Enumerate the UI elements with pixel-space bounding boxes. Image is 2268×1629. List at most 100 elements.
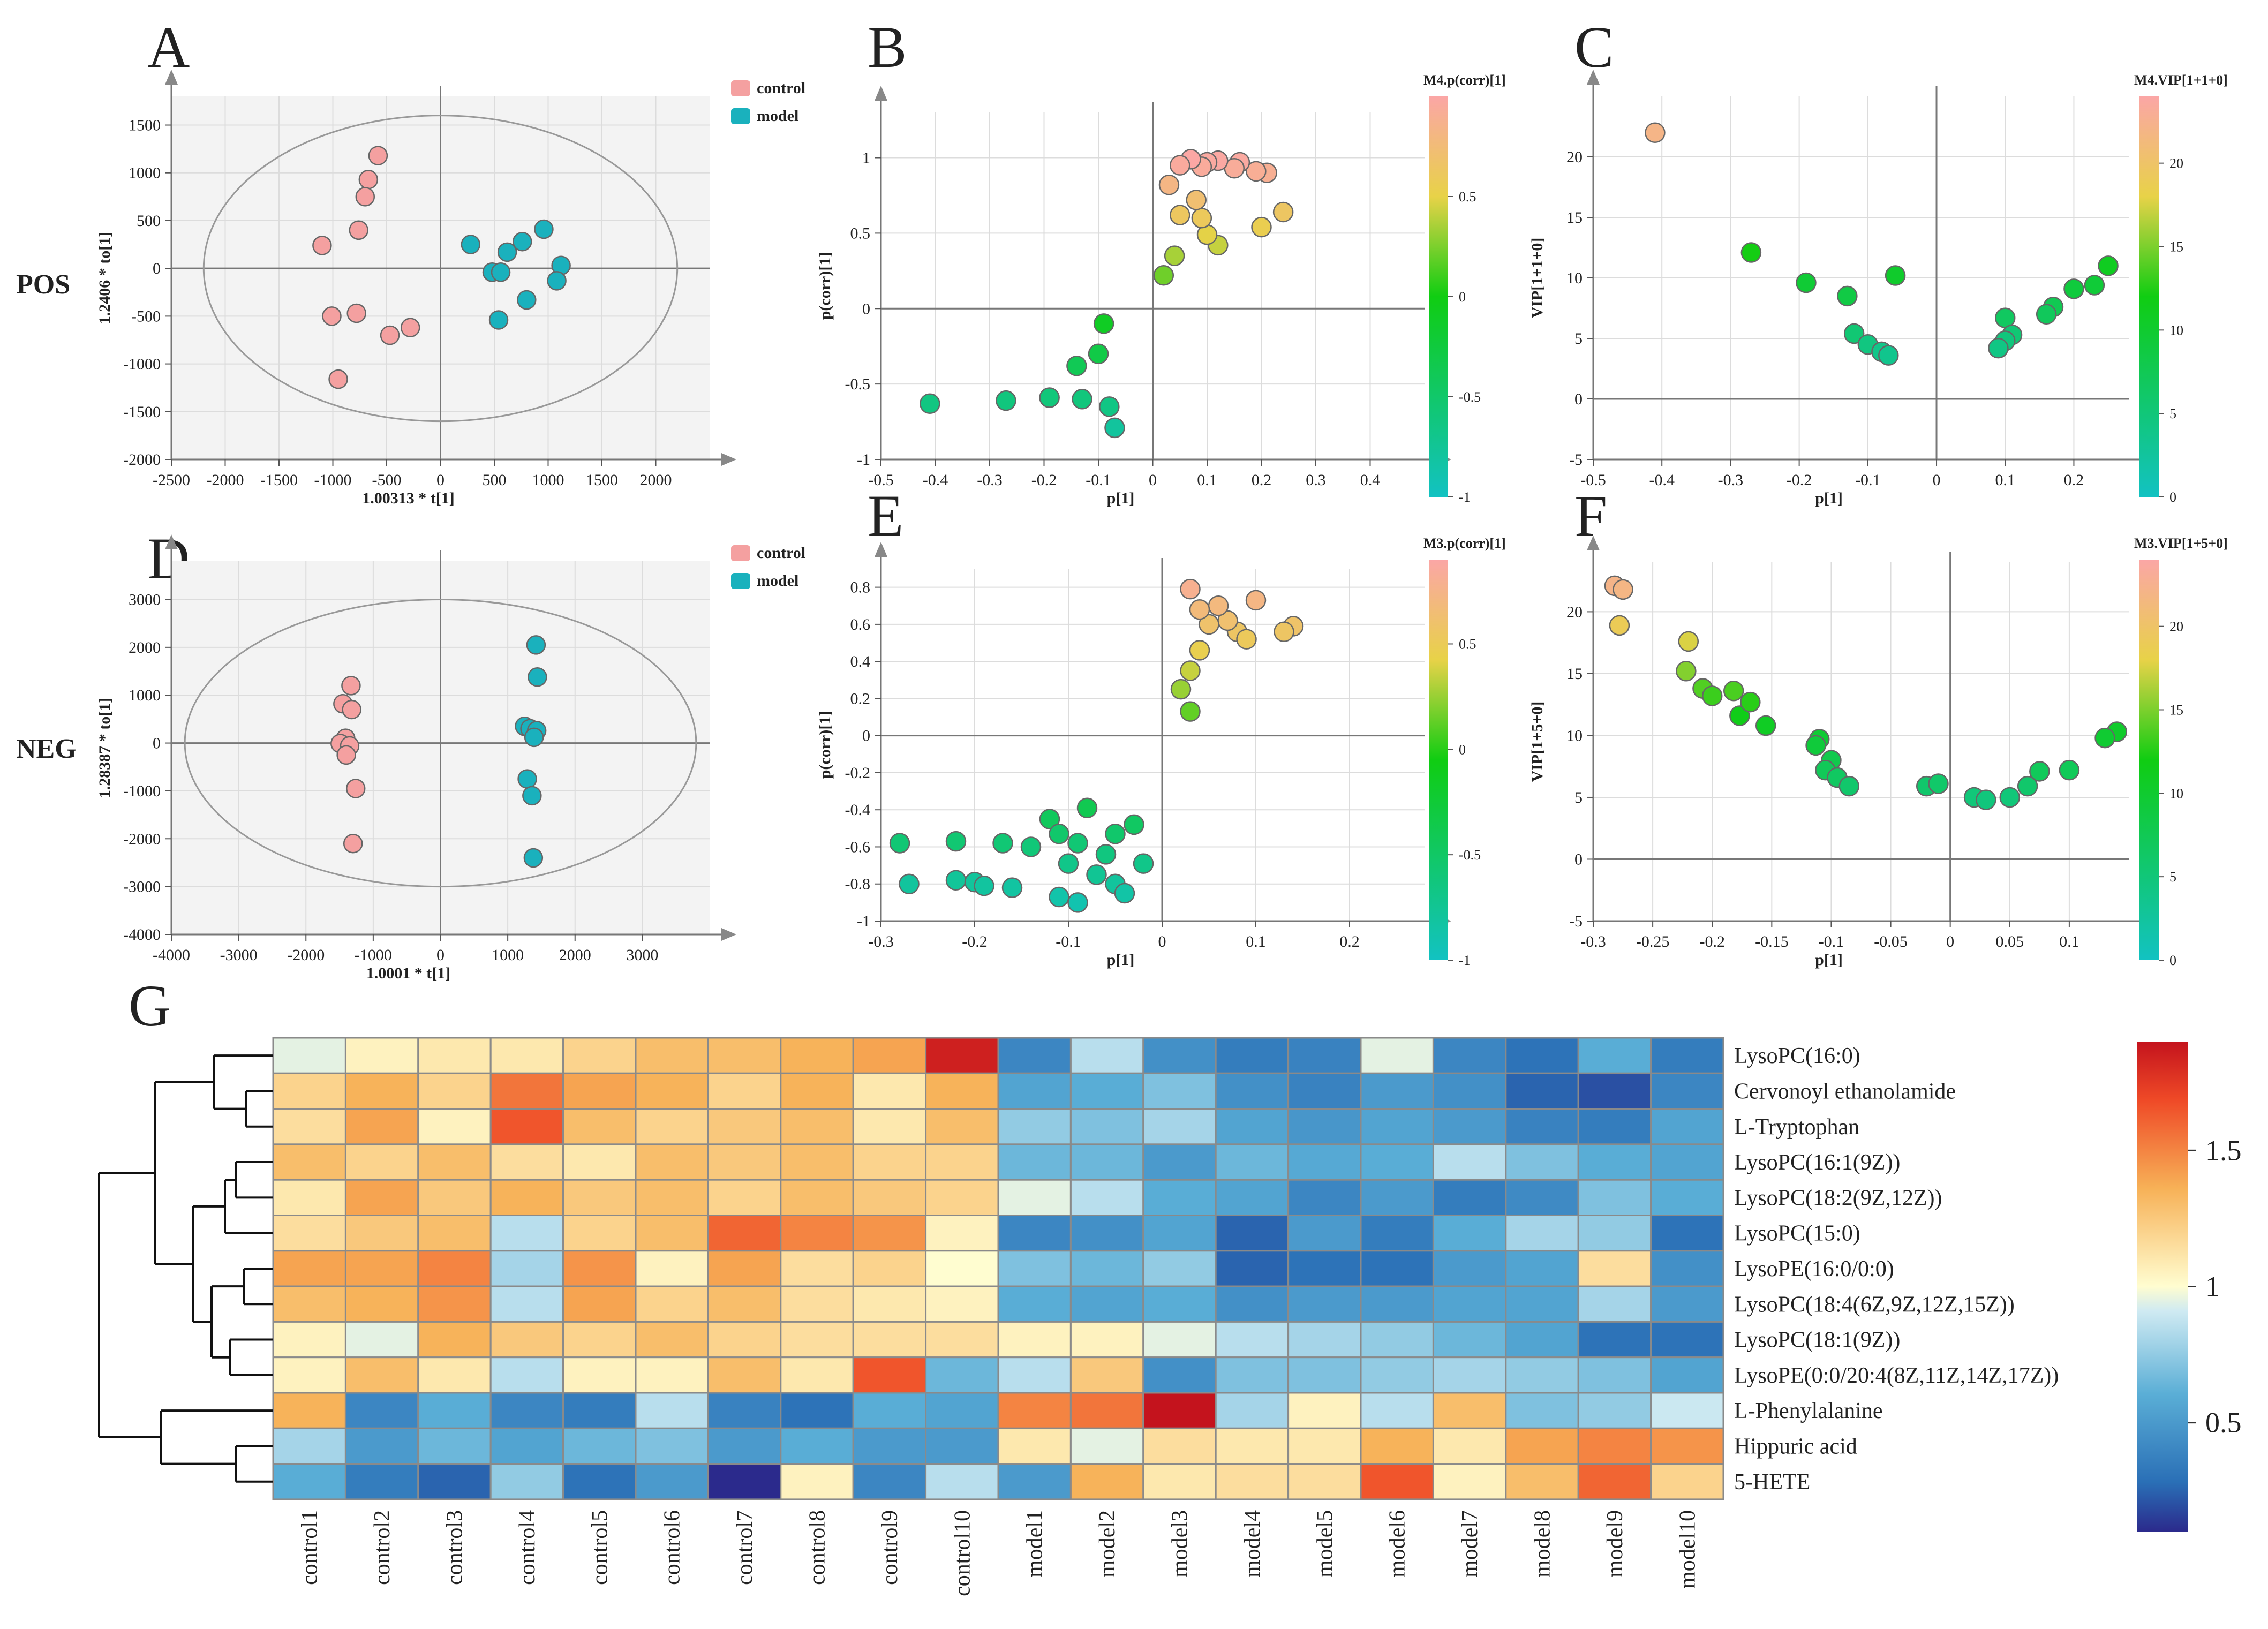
x-tick-label: 0: [436, 946, 444, 964]
variable-point: [1180, 660, 1201, 681]
heatmap-cell: [1142, 1037, 1217, 1074]
heatmap-cell: [417, 1215, 492, 1252]
y-axis-label: VIP[1+5+0]: [1528, 702, 1546, 782]
colorbar-title: M4.p(corr)[1]: [1423, 72, 1506, 88]
heatmap-cell: [1432, 1143, 1507, 1181]
heatmap-cell: [344, 1321, 419, 1359]
x-tick-label: -0.5: [1580, 471, 1606, 489]
heatmap-cell: [997, 1392, 1072, 1429]
variable-point: [1158, 174, 1180, 195]
heatmap-column-label: control6: [660, 1510, 685, 1585]
heatmap-cell: [635, 1179, 709, 1216]
heatmap-colorbar-label: 1: [2205, 1271, 2220, 1303]
heatmap-cell: [1650, 1250, 1724, 1287]
heatmap-cell: [562, 1072, 637, 1110]
score-point-model: [524, 727, 544, 748]
heatmap-cell: [344, 1037, 419, 1074]
colorbar-tick-label: 10: [2169, 786, 2183, 801]
y-tick-label: 0: [1574, 850, 1583, 868]
x-tick-label: -0.3: [977, 471, 1003, 489]
panel-letter-b: B: [868, 14, 907, 80]
x-tick-label: 0.05: [1996, 933, 2024, 951]
x-axis-arrow: [721, 453, 736, 466]
heatmap-cell: [1577, 1143, 1652, 1181]
heatmap-cell: [1287, 1463, 1362, 1500]
heatmap-cell: [1650, 1356, 1724, 1394]
heatmap-cell: [1215, 1427, 1290, 1465]
variable-point: [1164, 245, 1185, 266]
variable-point: [1067, 892, 1088, 913]
heatmap-column-label: control7: [733, 1510, 757, 1585]
variable-point: [1729, 705, 1750, 726]
variable-point: [899, 873, 920, 894]
x-tick-label: -0.3: [868, 933, 894, 951]
y-tick-label: 2000: [129, 639, 161, 657]
x-tick-label: -0.5: [868, 471, 894, 489]
heatmap-cell: [925, 1250, 999, 1287]
y-tick-label: -4000: [123, 926, 161, 944]
heatmap-row-label: LysoPC(18:2(9Z,12Z)): [1734, 1186, 1942, 1210]
heatmap-cell: [1360, 1463, 1434, 1500]
heatmap-cell: [1432, 1215, 1507, 1252]
heatmap-cell: [562, 1250, 637, 1287]
variable-point: [1088, 343, 1109, 365]
heatmap-column-label: control10: [950, 1510, 975, 1596]
x-tick-label: -0.1: [1056, 933, 1081, 951]
colorbar-tick-label: 0: [1459, 289, 1466, 305]
heatmap-cell: [1287, 1427, 1362, 1465]
heatmap-cell: [925, 1108, 999, 1145]
variable-point: [1740, 242, 1762, 263]
heatmap-cell: [272, 1392, 346, 1429]
heatmap-cell: [1069, 1285, 1144, 1323]
legend-swatch-control: [731, 545, 750, 561]
heatmap-column-label: model10: [1675, 1510, 1700, 1589]
heatmap-colorbar-label: 1.5: [2205, 1134, 2242, 1166]
heatmap-row-label: L-Phenylalanine: [1734, 1399, 1883, 1423]
heatmap-cell: [272, 1427, 346, 1465]
heatmap-cell: [562, 1179, 637, 1216]
y-tick-label: 10: [1566, 269, 1583, 287]
heatmap-cell: [997, 1250, 1072, 1287]
heatmap-cell: [997, 1463, 1072, 1500]
x-tick-label: -2000: [287, 946, 325, 964]
heatmap-cell: [1577, 1179, 1652, 1216]
variable-point: [1124, 814, 1144, 835]
x-axis-label: p[1]: [1815, 951, 1843, 969]
variable-point: [1189, 599, 1210, 620]
y-tick-label: 1: [862, 149, 870, 167]
heatmap-cell: [489, 1356, 564, 1394]
heatmap-cell: [1360, 1072, 1434, 1110]
y-tick-label: -1000: [123, 782, 161, 800]
heatmap-cell: [1505, 1285, 1579, 1323]
heatmap-cell: [1069, 1143, 1144, 1181]
variable-point: [1191, 207, 1212, 229]
heatmap-cell: [417, 1179, 492, 1216]
s-plot-pos: -0.5 -0.4 -0.3 -0.2 -0.1 0 0.1 0.2 0.3 0.4 -1 -0.5 0…: [816, 72, 1506, 507]
colorbar-tick-label: 15: [2169, 239, 2183, 255]
heatmap-cell: [1215, 1143, 1290, 1181]
heatmap-cell: [707, 1108, 782, 1145]
heatmap-cell: [562, 1356, 637, 1394]
heatmap-cell: [925, 1392, 999, 1429]
heatmap-cell: [1360, 1108, 1434, 1145]
x-tick-label: 0.2: [1252, 471, 1272, 489]
heatmap-cell: [272, 1285, 346, 1323]
x-tick-label: -0.1: [1819, 933, 1844, 951]
x-tick-label: -0.1: [1086, 471, 1111, 489]
heatmap-cell: [1287, 1356, 1362, 1394]
y-tick-label: 15: [1566, 665, 1583, 683]
y-axis-label: VIP[1+1+0]: [1528, 238, 1546, 319]
heatmap-column-label: control4: [515, 1510, 540, 1585]
heatmap-cell: [780, 1108, 854, 1145]
heatmap-cell: [1287, 1215, 1362, 1252]
heatmap-row-label: Hippuric acid: [1734, 1434, 1857, 1459]
heatmap-cell: [1287, 1285, 1362, 1323]
heatmap-cell: [707, 1037, 782, 1074]
score-point-control: [328, 369, 348, 389]
heatmap-cell: [1142, 1427, 1217, 1465]
heatmap-row-label: LysoPC(16:0): [1734, 1044, 1860, 1068]
score-point-model: [522, 786, 542, 806]
heatmap-row-label: LysoPC(16:1(9Z)): [1734, 1150, 1900, 1175]
heatmap-cell: [1360, 1427, 1434, 1465]
y-axis-arrow: [1587, 536, 1600, 550]
